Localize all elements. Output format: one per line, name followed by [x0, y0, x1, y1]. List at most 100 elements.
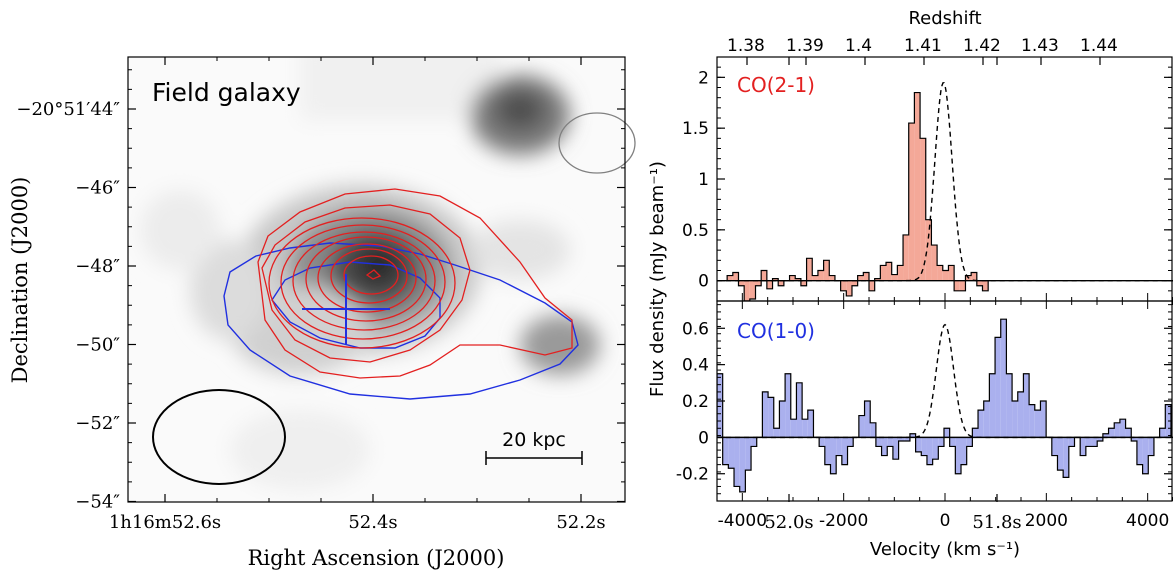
spectrum-bar	[978, 410, 984, 438]
spectrum-bar	[1057, 437, 1064, 471]
spectrum-bar	[1012, 401, 1018, 438]
spectrum-bar	[961, 437, 967, 465]
spectrum-bar	[1131, 437, 1137, 441]
spectrum-bar	[739, 437, 746, 492]
position-cross	[302, 274, 390, 344]
spectrum-bar	[966, 437, 973, 447]
gaussian-fit	[717, 323, 1173, 439]
co21-contour	[268, 217, 456, 349]
co21-label: CO(2-1)	[737, 73, 815, 97]
spectrum-bar	[732, 272, 739, 281]
spectrum-bar	[829, 275, 835, 281]
y-tick-label: 0.6	[682, 319, 709, 339]
x-tick-label: 1h16m52.6s	[109, 512, 221, 533]
spectrum-bar	[795, 278, 801, 281]
spectrum-bar	[1051, 437, 1058, 456]
spectrum-bar	[744, 280, 750, 301]
spectrum-bar	[1063, 437, 1069, 478]
x-axis-label-right: Velocity (km s⁻¹)	[870, 539, 1020, 560]
x-tick-label: 52.4s	[348, 512, 397, 533]
spectrum-bar	[870, 422, 876, 438]
spectrum-bar	[943, 428, 950, 438]
co21-contour	[261, 204, 471, 363]
y-tick-label: 0.5	[682, 221, 709, 241]
spectrum-bar	[836, 437, 842, 456]
spectrum-bar	[1119, 419, 1126, 438]
spectrum-bar	[812, 275, 818, 281]
co10-beam-ellipse	[152, 389, 286, 485]
spectrum-bar	[874, 278, 881, 281]
spectrum-bar	[717, 373, 723, 438]
spectrum-bar	[761, 270, 767, 281]
spectrum-bar	[807, 410, 814, 438]
top-tick-label: 1.42	[963, 36, 1001, 56]
spectrum-bar	[738, 280, 745, 286]
top-tick-label: 1.44	[1080, 36, 1118, 56]
spectrum-bar	[1068, 437, 1075, 447]
spectrum-bar	[830, 437, 837, 474]
spectrum-bar	[863, 272, 869, 281]
spectrum-bar	[1085, 437, 1092, 447]
x-tick-label: 4000	[1126, 511, 1169, 531]
co10-contour-inner	[271, 261, 441, 349]
x-axis-label-left: Right Ascension (J2000)	[248, 546, 505, 570]
co21-spectrum	[717, 82, 1173, 301]
y-tick-label: 0.4	[682, 356, 709, 376]
top-tick-label: 1.39	[786, 36, 824, 56]
x-tick-label: -4000	[718, 511, 767, 531]
spectrum-bar	[898, 437, 905, 441]
spectrum-bar	[881, 437, 888, 456]
spectrum-bar	[864, 401, 871, 438]
spectrum-bar	[727, 275, 733, 281]
spectrum-bar	[789, 275, 796, 281]
x-tick-label: 0	[940, 511, 951, 531]
y-tick-label: -0.2	[676, 465, 709, 485]
co21-contour	[292, 231, 436, 331]
spectrum-bar	[773, 428, 780, 438]
spectrum-bar	[903, 234, 909, 281]
spectrum-bar	[875, 437, 882, 447]
y-tick-label: 0.2	[682, 392, 709, 412]
spectrum-bar	[954, 280, 960, 291]
spectrum-bar	[1023, 373, 1030, 438]
spectrum-bar	[949, 437, 956, 447]
spectrum-bar	[983, 401, 990, 438]
spectrum-bar	[762, 391, 769, 438]
y-tick-label: −50″	[75, 335, 120, 356]
panel-title: Field galaxy	[152, 78, 301, 107]
top-axis-label: Redshift	[908, 8, 981, 29]
spectrum-bar	[819, 437, 825, 447]
spectrum-bar	[1114, 422, 1120, 438]
spectrum-bar	[891, 274, 898, 281]
spectrum-bar	[1000, 319, 1007, 438]
spectrum-bar	[857, 275, 864, 281]
spectrum-bar	[1091, 437, 1098, 447]
spectrum-bar	[926, 437, 933, 465]
spectrum-bar	[892, 437, 899, 460]
co21-peak-contour	[365, 269, 382, 280]
spectrum-bar	[858, 415, 865, 438]
spectrum-bar	[768, 397, 774, 438]
spectrum-bar	[869, 280, 875, 291]
spectrum-bar	[920, 138, 926, 281]
co21-beam-ellipse	[558, 112, 636, 174]
spectrum-bar	[1142, 437, 1149, 474]
spectrum-bar	[790, 419, 797, 438]
spectrum-bar	[1040, 401, 1047, 438]
spectrum-bar	[802, 419, 808, 438]
gaussian-fit	[717, 82, 1173, 282]
top-tick-label: 1.41	[904, 36, 942, 56]
spectrum-bar	[1006, 373, 1013, 438]
spectrum-bar	[982, 280, 989, 291]
image-panel: 20 kpc Field galaxy 1h16m52.6s 52.4s 52.2s…	[8, 56, 1022, 570]
spectrum-bar	[897, 265, 904, 281]
spectrum-bar	[1159, 428, 1166, 438]
spectrum-bar	[1102, 433, 1109, 438]
spectrum-bar	[887, 437, 893, 447]
scale-bar-label: 20 kpc	[502, 429, 566, 451]
spectrum-bar	[908, 123, 915, 281]
y-tick-label: 1.5	[682, 119, 709, 139]
top-tick-label: 1.38	[727, 36, 765, 56]
spectra-panel: 0 0.5 1 1.5 2 -0.2 0 0.2 0.4 0.6 -4000 -2000 0 2000 40…	[647, 8, 1173, 560]
